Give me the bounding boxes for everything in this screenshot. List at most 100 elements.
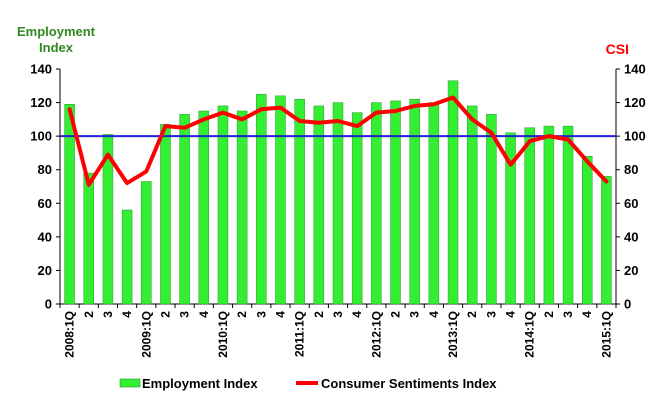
csi-point (278, 106, 283, 110)
right-tick-label: 40 (624, 229, 638, 244)
csi-point (566, 137, 570, 142)
left-axis-title-line1: Employment (17, 24, 96, 39)
csi-point (183, 126, 187, 130)
x-tick-label: 4 (427, 311, 441, 318)
employment-bar (121, 209, 133, 305)
employment-bar (83, 172, 94, 305)
csi-point (317, 121, 321, 125)
csi-point (106, 153, 110, 157)
right-tick-label: 140 (624, 62, 646, 77)
right-tick-label: 100 (624, 129, 646, 144)
left-tick-label: 140 (30, 62, 52, 77)
x-tick-label: 2013:1Q (446, 311, 460, 358)
employment-bar (351, 112, 363, 305)
x-tick-label: 2 (465, 311, 479, 318)
employment-bars (64, 80, 612, 305)
x-tick-label: 4 (273, 311, 287, 318)
csi-point (163, 124, 168, 128)
csi-point (221, 111, 225, 115)
employment-bar (102, 134, 114, 305)
legend-label-employment: Employment Index (142, 376, 258, 391)
csi-line-layer (67, 95, 609, 187)
csi-point (259, 107, 263, 111)
left-tick-label: 0 (45, 297, 52, 312)
x-tick-label: 2 (235, 311, 249, 318)
csi-point (413, 104, 417, 108)
left-tick-label: 120 (30, 95, 52, 110)
employment-bar (562, 125, 574, 305)
csi-point (470, 117, 474, 121)
x-tick-label: 3 (101, 311, 115, 318)
x-tick-label: 3 (178, 311, 192, 318)
left-tick-label: 100 (30, 129, 52, 144)
employment-bar (466, 105, 478, 305)
x-tick-label: 3 (561, 311, 575, 318)
employment-bar (447, 80, 459, 305)
left-tick-label: 80 (38, 162, 52, 177)
x-tick-label: 2 (312, 311, 326, 318)
left-tick-label: 60 (38, 196, 52, 211)
x-tick-label: 3 (331, 311, 345, 318)
x-tick-label: 2008:1Q (63, 311, 77, 358)
right-tick-label: 0 (624, 297, 631, 312)
csi-point (336, 119, 340, 123)
employment-bar (64, 104, 75, 305)
employment-bar (524, 127, 535, 305)
legend-swatch-employment (119, 378, 141, 388)
csi-point (508, 163, 513, 167)
employment-bar (486, 114, 497, 305)
right-axis-title: CSI (606, 41, 629, 57)
csi-point (87, 183, 91, 187)
csi-point (528, 139, 532, 143)
x-tick-label: 4 (350, 311, 364, 318)
employment-bar (390, 100, 401, 305)
employment-bar (198, 110, 210, 305)
left-tick-label: 40 (38, 229, 52, 244)
x-tick-label: 2 (389, 311, 403, 318)
left-axis-title-line2: Index (39, 40, 74, 55)
employment-bar (275, 95, 286, 305)
employment-bar (505, 132, 516, 305)
employment-bar (236, 110, 248, 305)
csi-point (585, 159, 589, 163)
x-tick-label: 3 (254, 311, 268, 318)
csi-point (451, 95, 455, 100)
csi-point (67, 107, 72, 111)
csi-point (393, 109, 398, 113)
x-tick-label: 2010:1Q (216, 311, 230, 358)
employment-bar (294, 98, 305, 305)
employment-bar (141, 181, 152, 305)
csi-point (604, 179, 609, 184)
x-tick-label: 2009:1Q (139, 311, 153, 358)
x-tick-label: 2012:1Q (369, 311, 383, 358)
x-tick-label: 2015:1Q (599, 311, 613, 358)
employment-bar (313, 105, 325, 305)
employment-bar (428, 102, 440, 305)
x-tick-label: 2014:1Q (523, 311, 537, 358)
tick-labels: 0 0 20 20 40 40 60 60 80 80 100 100 120 120 140 140 2008… (30, 62, 645, 358)
csi-point (144, 169, 148, 173)
employment-bar (543, 125, 555, 305)
x-tick-label: 3 (408, 311, 422, 318)
employment-bar (409, 98, 420, 305)
employment-bar (179, 114, 190, 305)
csi-point (547, 134, 551, 138)
legend: Employment Index Consumer Sentiments Ind… (119, 376, 497, 391)
csi-point (125, 181, 129, 185)
csi-point (298, 119, 302, 123)
csi-point (355, 124, 359, 128)
csi-point (489, 131, 493, 135)
x-tick-label: 2 (542, 311, 556, 318)
x-tick-label: 4 (197, 311, 211, 318)
right-tick-label: 120 (624, 95, 646, 110)
right-tick-label: 20 (624, 263, 638, 278)
employment-bar (582, 156, 593, 305)
right-tick-label: 60 (624, 196, 638, 211)
employment-bar (332, 102, 344, 305)
csi-point (202, 117, 206, 121)
x-tick-label: 4 (120, 311, 134, 318)
left-tick-label: 20 (38, 263, 52, 278)
csi-point (240, 117, 244, 121)
x-tick-label: 4 (504, 311, 518, 318)
